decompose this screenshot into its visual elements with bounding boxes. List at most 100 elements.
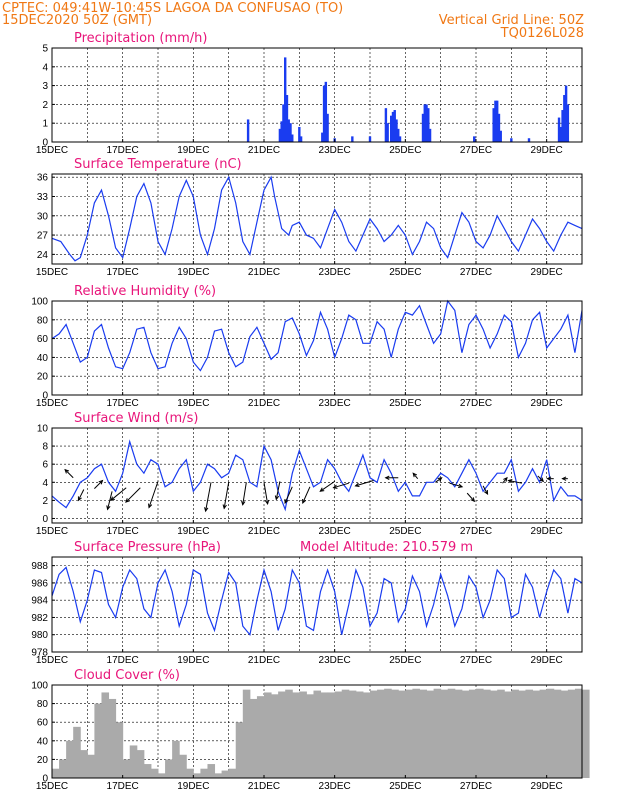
cloud-bar (94, 703, 102, 778)
cloud-bar (476, 688, 484, 778)
panels: 0 1 2 3 4 5 15DEC 17DEC 19DEC 21DEC 23DEC 25DEC 27DE… (31, 31, 590, 792)
cloud-bar (278, 691, 286, 778)
y-tick-label: 2 (42, 496, 48, 507)
cloud-bar (348, 690, 357, 778)
precip-bar (421, 113, 425, 142)
cloud-bar (454, 689, 463, 778)
y-tick-label: 20 (37, 755, 49, 766)
precip-bar (284, 57, 287, 142)
y-tick-label: 978 (31, 648, 48, 659)
cloud-bar (546, 688, 555, 778)
precip-bar (324, 81, 328, 142)
wind-arrow-head (148, 503, 153, 509)
wind-arrow (449, 482, 463, 488)
x-tick-label: 23DEC (319, 267, 351, 278)
cloud-bar (306, 694, 314, 778)
wind-arrow-head (222, 504, 227, 510)
precip-bar (390, 115, 393, 142)
x-tick-label: 15DEC (36, 145, 68, 156)
cloud-bar (490, 690, 498, 778)
cloud-bar (200, 768, 208, 778)
precip-bar (425, 104, 428, 142)
precip-bar (391, 111, 395, 142)
wind-arrow-head (98, 479, 104, 485)
y-tick-label: 982 (31, 613, 48, 624)
cloud-bar (518, 690, 526, 778)
wind-arrow-head (561, 476, 567, 481)
wind-arrow-head (264, 499, 270, 506)
precip-bar (497, 113, 501, 142)
cloud-bar (468, 689, 477, 778)
x-tick-label: 25DEC (389, 655, 421, 666)
wind-arrow (508, 480, 523, 484)
y-tick-label: 984 (31, 596, 48, 607)
humidity-panel: 0 20 40 60 80 100 15DEC 17DEC 19DEC 21DEC 23DEC 25D… (31, 284, 583, 409)
cloud-bar (384, 688, 392, 778)
precip-bar (428, 128, 432, 142)
cloud-bar (355, 691, 364, 778)
wind-frame (51, 427, 583, 524)
cloud-bar (228, 768, 237, 778)
temperature-series-line (51, 175, 583, 262)
precip-bar (280, 121, 283, 142)
wind-arrow-head (204, 507, 209, 513)
cloud-bar (150, 768, 159, 778)
y-tick-label: 80 (37, 315, 49, 326)
precip-bar (564, 85, 568, 142)
cloud-bar (80, 750, 88, 778)
wind-arrow (333, 482, 349, 489)
precip-bar (510, 138, 513, 142)
cloud-bar (158, 773, 166, 778)
precip-bar (289, 123, 292, 142)
precip-bar (499, 130, 502, 142)
x-tick-label: 17DEC (107, 267, 139, 278)
y-tick-label: 24 (37, 250, 49, 261)
wind-arrow-head (332, 484, 338, 489)
x-tick-label: 25DEC (389, 781, 421, 792)
y-tick-label: 0 (42, 138, 48, 149)
cloud-bar (235, 722, 244, 778)
x-tick-label: 15DEC (36, 267, 68, 278)
x-tick-label: 23DEC (319, 145, 351, 156)
x-tick-label: 19DEC (177, 145, 209, 156)
wind-arrow-head (546, 476, 552, 481)
x-tick-label: 29DEC (531, 145, 563, 156)
cloud-bar (419, 689, 428, 778)
cloud-bar (391, 689, 399, 778)
run-date: 15DEC2020 50Z (GMT) (2, 13, 152, 28)
y-tick-label: 988 (31, 561, 48, 572)
x-tick-label: 29DEC (531, 398, 563, 409)
y-tick-label: 60 (37, 718, 49, 729)
cloud-bar (341, 689, 350, 778)
wind-arrow-head (384, 475, 390, 480)
cloud-bar (405, 689, 413, 778)
precip-bar (299, 136, 303, 142)
cloud-bar (313, 690, 322, 778)
y-tick-label: 80 (37, 699, 49, 710)
wind-arrow (110, 487, 127, 501)
wind-arrow-head (507, 479, 513, 484)
y-tick-label: 100 (31, 681, 48, 692)
pressure-title: Surface Pressure (hPa) (74, 540, 221, 555)
wind-arrow-head (64, 468, 70, 474)
wind-arrow-head (77, 496, 82, 502)
y-tick-label: 1 (42, 119, 48, 130)
cloud-bar (66, 740, 74, 778)
wind-arrow-head (241, 500, 246, 506)
cloud-bar (334, 691, 343, 778)
x-tick-label: 17DEC (107, 398, 139, 409)
cloud-bar (186, 768, 194, 778)
x-tick-label: 15DEC (36, 781, 68, 792)
y-tick-label: 8 (42, 442, 48, 453)
y-tick-label: 100 (31, 297, 48, 308)
x-tick-label: 27DEC (460, 526, 492, 537)
x-tick-label: 19DEC (177, 781, 209, 792)
humidity-series-line (51, 299, 583, 372)
y-tick-label: 6 (42, 460, 48, 471)
cloud-bar (87, 754, 95, 778)
wind-arrow-head (302, 498, 307, 505)
x-tick-label: 21DEC (248, 781, 280, 792)
wind-arrow (355, 479, 374, 487)
y-tick-label: 0 (42, 774, 48, 785)
